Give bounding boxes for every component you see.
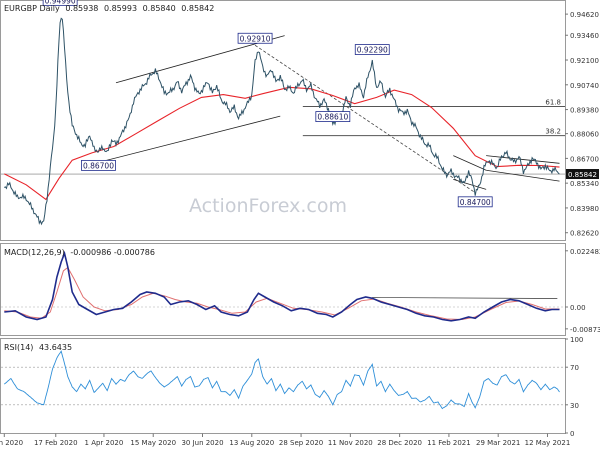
x-tick-label: 13 Aug 2020	[229, 439, 274, 447]
price-level-label: 0.86700	[83, 161, 114, 170]
x-tick-label: 28 Dec 2020	[377, 439, 422, 447]
x-tick-label: 11 Nov 2020	[328, 439, 373, 447]
x-tick-label: 17 Feb 2020	[34, 439, 78, 447]
price-panel-frame	[0, 0, 566, 241]
price-level-box	[81, 159, 116, 171]
price-level-label: 0.94990	[45, 0, 76, 5]
downtrend-dashed-line	[254, 44, 476, 193]
macd-label: MACD(12,26,9)	[4, 248, 65, 257]
price-level-box	[354, 44, 390, 55]
macd-resistance-line	[372, 297, 558, 299]
price-series-line	[4, 17, 560, 226]
rsi-line	[4, 350, 560, 410]
macd-values: -0.000986 -0.000786	[70, 248, 155, 257]
macd-title: MACD(12,26,9) -0.000986 -0.000786	[4, 248, 155, 257]
rsi-y-tick-label: 70	[570, 364, 579, 372]
x-tick-label: 1 Apr 2020	[85, 439, 124, 447]
wedge-upper-left-line	[453, 155, 487, 171]
price-level-box	[237, 32, 273, 44]
price-y-tick-label: 0.83980	[570, 205, 599, 213]
wedge-lower-left-line	[453, 178, 487, 190]
rsi-y-tick-label: 0	[570, 430, 574, 438]
fib-label: 61.8	[545, 98, 561, 106]
price-title: EURGBP Daily 0.85938 0.85993 0.85840 0.8…	[4, 4, 214, 13]
price-level-box	[42, 0, 78, 6]
price-y-tick-label: 0.93460	[570, 32, 599, 40]
x-tick-label: 29 Mar 2021	[476, 439, 520, 447]
x-tick-label: 28 Sep 2020	[279, 439, 323, 447]
price-level-label: 0.84700	[460, 198, 491, 207]
price-y-tick-label: 0.88060	[570, 131, 599, 139]
x-tick-label: 11 Feb 2021	[427, 439, 471, 447]
price-y-tick-label: 0.92100	[570, 57, 599, 65]
price-level-label: 0.88610	[317, 113, 348, 122]
rsi-y-tick-label: 30	[570, 402, 579, 410]
price-y-tick-label: 0.85340	[570, 180, 599, 188]
macd-y-tick-label: -0.008736	[570, 326, 600, 334]
ohlc-high: 0.85993	[104, 4, 137, 13]
price-level-label: 0.92910	[240, 34, 271, 43]
macd-panel-frame	[0, 243, 566, 336]
x-tick-label: 2 Jan 2020	[0, 439, 23, 447]
fib-label: 38.2	[545, 128, 561, 136]
price-symbol: EURGBP Daily	[4, 4, 60, 13]
macd-layer	[1, 250, 565, 322]
price-y-tick-label: 0.86700	[570, 155, 599, 163]
macd-y-tick-label: 0.022482	[570, 248, 600, 256]
wedge-lower-right-line	[486, 169, 560, 182]
last-price-tag	[566, 169, 599, 180]
macd-y-tick-label: 0.00	[570, 304, 586, 312]
ohlc-low: 0.85840	[143, 4, 176, 13]
price-y-tick-label: 0.82620	[570, 230, 599, 238]
price-y-tick-label: 0.89380	[570, 107, 599, 115]
rsi-title: RSI(14) 43.6435	[4, 343, 72, 352]
rsi-y-tick-label: 100	[570, 336, 583, 344]
macd-signal-line	[4, 266, 560, 321]
ohlc-open: 0.85938	[65, 4, 98, 13]
price-level-label: 0.92290	[357, 46, 388, 55]
watermark: ActionForex.com	[189, 195, 347, 217]
rsi-value: 43.6435	[39, 343, 72, 352]
axis-layer: 0.94620 0.93460 0.92100 0.90740 0.89380 0.880…	[0, 11, 600, 447]
ohlc-close: 0.85842	[181, 4, 214, 13]
channel-lower-line	[98, 115, 281, 163]
macd-line	[4, 250, 560, 322]
rsi-label: RSI(14)	[4, 343, 33, 352]
rsi-layer	[1, 350, 565, 410]
moving-average-line	[4, 86, 560, 201]
price-y-tick-label: 0.90740	[570, 82, 599, 90]
price-layer: 61.8 38.2 0.94990 0.92910 0.92290 0.88610 0.86…	[1, 0, 565, 226]
x-tick-label: 15 May 2020	[130, 439, 176, 447]
rsi-panel-frame	[0, 338, 566, 434]
price-level-box	[457, 196, 493, 208]
x-tick-label: 12 May 2021	[525, 439, 571, 447]
x-tick-label: 30 Jun 2020	[181, 439, 223, 447]
price-level-box	[315, 111, 351, 122]
last-price-tag-label: 0.85842	[568, 171, 597, 179]
wedge-upper-right-line	[486, 155, 560, 164]
price-y-tick-label: 0.94620	[570, 11, 599, 19]
